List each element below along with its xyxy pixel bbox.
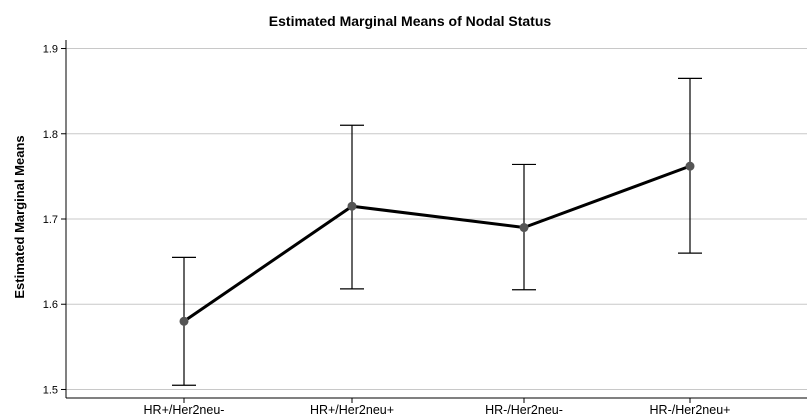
x-tick-label: HR-/Her2neu+	[650, 403, 731, 416]
y-tick-label: 1.5	[43, 384, 58, 396]
y-tick-label: 1.8	[43, 129, 58, 141]
x-tick-label: HR-/Her2neu-	[485, 403, 563, 416]
x-tick-label: HR+/Her2neu-	[144, 403, 225, 416]
data-point	[179, 316, 189, 326]
gridlines	[66, 48, 807, 390]
data-point	[685, 161, 695, 171]
y-axis-label: Estimated Marginal Means	[12, 135, 27, 298]
y-tick-label: 1.6	[43, 299, 58, 311]
x-ticks: HR+/Her2neu- HR+/Her2neu+ HR-/Her2neu- HR-/…	[144, 398, 731, 416]
y-tick-label: 1.7	[43, 214, 58, 226]
data-point	[519, 223, 529, 233]
error-bars	[172, 77, 702, 386]
series-line	[183, 164, 691, 323]
y-tick-label: 1.9	[43, 44, 58, 56]
x-tick-label: HR+/Her2neu+	[310, 403, 394, 416]
data-point	[347, 201, 357, 211]
chart-title: Estimated Marginal Means of Nodal Status	[269, 13, 552, 29]
markers	[179, 161, 695, 326]
y-ticks: 1.5 1.6 1.7 1.8 1.9	[43, 44, 66, 396]
